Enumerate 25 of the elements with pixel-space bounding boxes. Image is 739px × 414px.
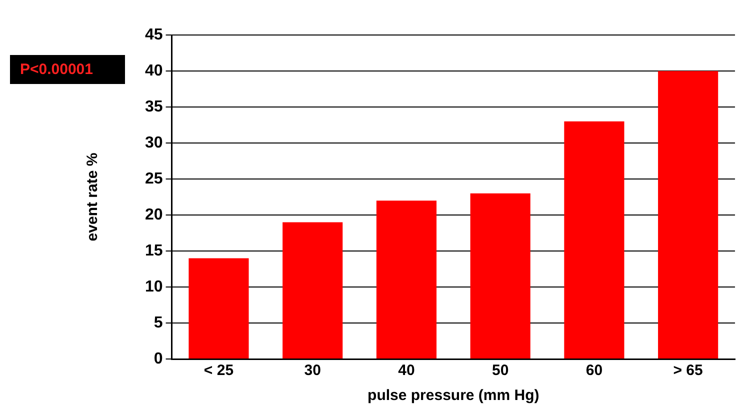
bar — [564, 121, 624, 358]
x-tick-label: 60 — [586, 362, 603, 380]
bar — [376, 200, 437, 358]
y-tick-label: 30 — [145, 134, 163, 152]
bar — [282, 222, 343, 358]
bar — [188, 258, 249, 358]
bar — [470, 193, 530, 358]
y-tick-label: 0 — [154, 350, 163, 368]
x-tick-label: 30 — [304, 362, 321, 380]
y-tick-label: 10 — [145, 278, 163, 296]
bar — [658, 71, 718, 358]
y-tick-label: 5 — [154, 314, 163, 332]
y-tick-label: 20 — [145, 206, 163, 224]
y-tick-label: 15 — [145, 242, 163, 260]
y-axis-title: event rate % — [84, 152, 102, 242]
y-tick-label: 40 — [145, 62, 163, 80]
x-tick-label: > 65 — [673, 362, 703, 380]
y-tick-label: 35 — [145, 98, 163, 116]
x-tick-label: < 25 — [204, 362, 234, 380]
x-axis-title: pulse pressure (mm Hg) — [368, 387, 540, 404]
text: P<0.00001 — [10, 55, 125, 84]
x-tick-label: 50 — [492, 362, 509, 380]
x-tick-label: 40 — [398, 362, 415, 380]
y-tick-label: 45 — [145, 26, 163, 44]
y-tick-label: 25 — [145, 170, 163, 188]
